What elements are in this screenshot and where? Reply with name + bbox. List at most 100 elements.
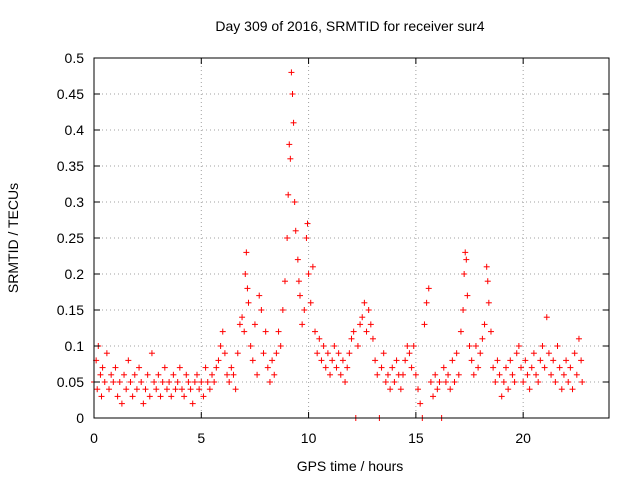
data-point [490,364,497,371]
data-point [382,379,389,385]
data-point [331,343,338,349]
data-point [181,393,188,400]
y-axis-label: SRMTID / TECUs [5,183,21,293]
data-point [408,364,415,371]
data-point [245,299,252,306]
data-point [391,379,398,385]
data-point [470,371,477,378]
data-point [472,343,479,349]
data-point [148,350,155,357]
data-points [91,69,586,421]
data-point [172,386,179,393]
data-point [318,357,325,364]
data-point [335,350,342,357]
data-point [565,379,572,385]
data-point [215,357,222,364]
data-point [142,386,149,393]
data-point [329,357,336,364]
data-point [389,364,396,371]
data-point [415,386,422,393]
data-point [285,191,292,198]
data-point [526,386,533,393]
data-point [432,371,439,378]
data-point [464,292,471,299]
data-point [127,379,134,385]
data-point [269,357,276,364]
data-point [357,321,364,328]
data-point [337,371,344,378]
data-point [290,119,297,126]
data-point [447,386,454,393]
data-point [320,343,327,349]
data-point [509,371,516,378]
data-point [106,386,113,393]
data-point [374,371,381,378]
data-point [110,379,117,385]
data-point [359,314,366,321]
data-point [153,386,160,393]
data-point [515,343,522,349]
data-point [249,357,256,364]
y-tick-label: 0.4 [65,122,85,138]
data-point [123,386,130,393]
data-point [200,393,207,400]
data-point [451,379,458,385]
data-point [168,393,175,400]
data-point [277,343,284,349]
data-point [312,328,319,335]
data-point [410,343,417,349]
data-point [94,386,101,393]
data-point [241,328,248,335]
data-point [242,271,249,277]
data-point [314,350,321,357]
data-point [284,235,291,241]
data-point [387,386,394,393]
data-point [219,328,226,335]
data-point [260,350,267,357]
data-point [213,364,220,371]
data-point [258,307,265,313]
data-point [281,278,288,285]
data-point [161,364,168,371]
y-tick-label: 0.3 [65,194,85,210]
data-point [194,371,200,378]
data-point [224,371,231,378]
data-point [361,299,368,306]
x-axis-label: GPS time / hours [297,458,404,474]
data-point [254,371,261,378]
data-point [455,371,462,378]
data-point [363,328,370,335]
data-point [339,357,346,364]
data-point [434,386,441,393]
data-point [206,386,213,393]
data-point [537,357,544,364]
data-point [522,357,529,364]
data-point [262,328,269,335]
data-point [234,350,241,357]
data-point [133,386,140,393]
data-point [533,371,540,378]
y-tick-label: 0.15 [57,302,84,318]
data-point [121,371,128,378]
data-point [462,249,469,256]
data-point [136,364,143,371]
data-point [140,400,147,407]
x-tick-label: 5 [197,430,205,446]
data-point [503,364,509,371]
data-point [236,321,243,328]
data-point [125,357,132,364]
data-point [545,350,552,357]
data-point [507,357,514,364]
data-point [552,379,559,385]
data-point [560,371,567,378]
data-point [449,357,456,364]
data-point [496,371,503,378]
data-point [273,350,280,357]
data-point [221,350,228,357]
data-point [571,350,578,357]
y-tick-label: 0.2 [65,266,85,282]
data-point [271,371,278,378]
data-point [412,371,419,378]
data-point [301,307,308,313]
data-point [463,256,470,263]
